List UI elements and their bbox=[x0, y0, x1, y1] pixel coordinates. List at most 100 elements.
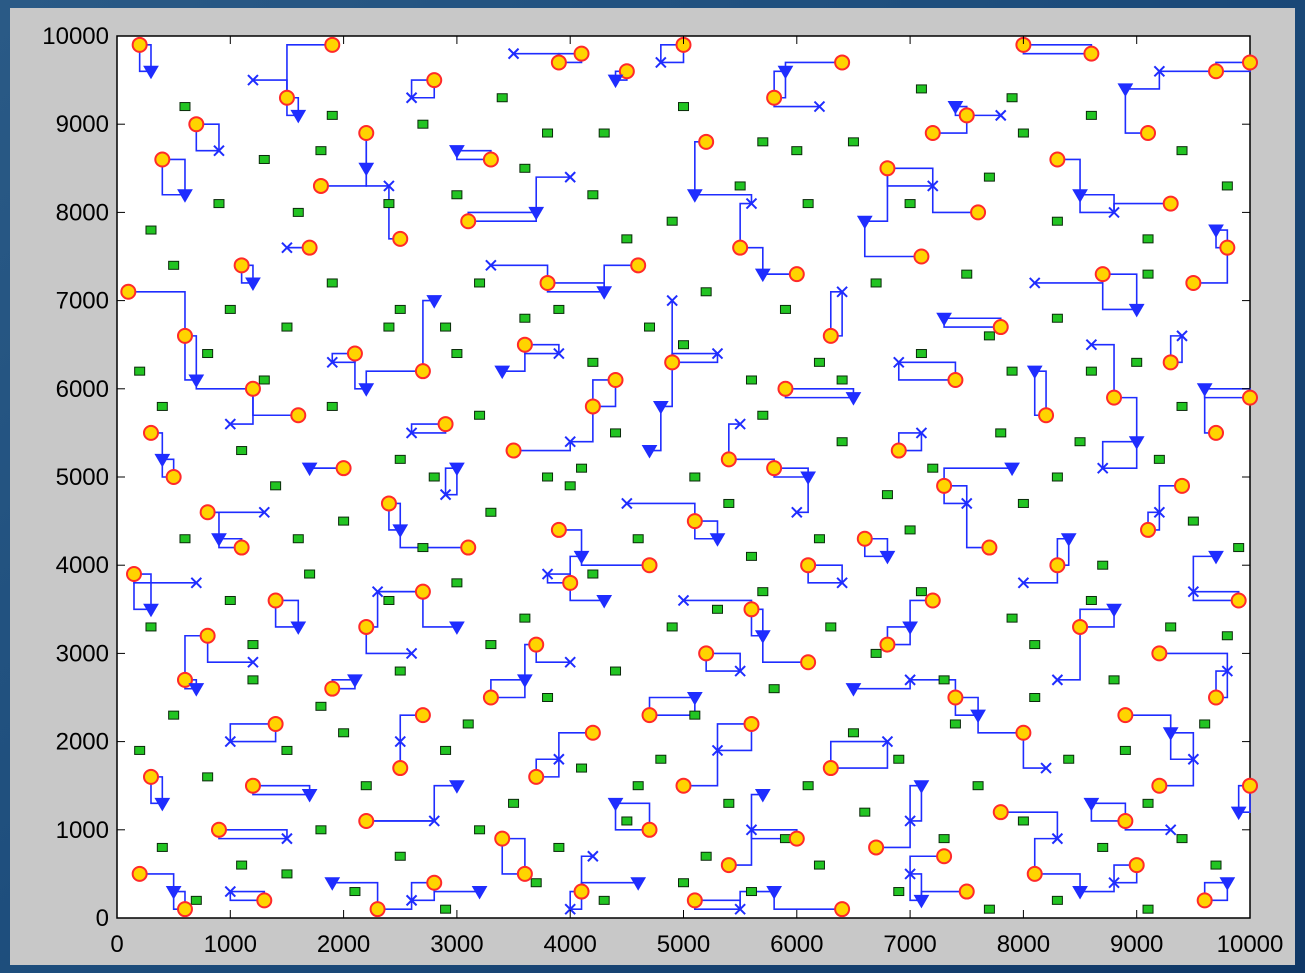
x-marker bbox=[1187, 585, 1200, 598]
node-marker bbox=[732, 239, 749, 256]
obstacle-marker bbox=[825, 622, 837, 632]
node-marker bbox=[199, 504, 216, 521]
link-segment bbox=[1192, 555, 1217, 592]
node-marker bbox=[550, 521, 567, 538]
obstacle-marker bbox=[723, 798, 735, 808]
obstacle-marker bbox=[281, 869, 293, 879]
obstacle-marker bbox=[1017, 498, 1029, 508]
obstacle-marker bbox=[893, 887, 905, 897]
obstacle-marker bbox=[360, 781, 372, 791]
triangle-marker bbox=[528, 206, 545, 221]
node-marker bbox=[392, 230, 409, 247]
node-marker bbox=[777, 380, 794, 397]
node-marker bbox=[125, 566, 142, 583]
obstacle-marker bbox=[836, 375, 848, 385]
x-marker bbox=[281, 832, 293, 845]
x-tick-label: 10000 bbox=[1217, 931, 1284, 958]
triangle-marker bbox=[1083, 797, 1100, 812]
obstacle-marker bbox=[202, 349, 214, 359]
x-marker bbox=[734, 418, 746, 430]
node-marker bbox=[414, 707, 431, 724]
node-marker bbox=[324, 36, 341, 53]
x-tick-label: 3000 bbox=[430, 931, 483, 958]
link-segment bbox=[1080, 882, 1115, 893]
triangle-marker bbox=[607, 74, 624, 89]
triangle-marker bbox=[902, 621, 918, 635]
triangle-marker bbox=[754, 268, 771, 283]
obstacle-marker bbox=[666, 216, 678, 226]
obstacle-marker bbox=[292, 207, 304, 217]
x-marker bbox=[1097, 462, 1109, 474]
node-marker bbox=[641, 707, 658, 724]
obstacle-marker bbox=[440, 322, 452, 332]
obstacle-marker bbox=[474, 825, 486, 835]
node-marker bbox=[924, 125, 941, 142]
node-marker bbox=[788, 830, 805, 847]
triangle-marker bbox=[607, 797, 624, 812]
link-segment bbox=[128, 290, 186, 336]
x-marker bbox=[439, 488, 452, 501]
obstacle-marker bbox=[700, 287, 712, 297]
obstacle-marker bbox=[745, 887, 757, 897]
node-marker bbox=[1072, 618, 1089, 635]
node-marker bbox=[800, 654, 817, 671]
obstacle-marker bbox=[915, 84, 927, 94]
node-marker bbox=[244, 380, 261, 397]
obstacle-marker bbox=[972, 781, 984, 791]
node-marker bbox=[1140, 521, 1157, 538]
x-marker bbox=[813, 100, 826, 113]
node-marker bbox=[414, 363, 431, 380]
node-marker bbox=[142, 768, 159, 785]
node-marker bbox=[516, 865, 533, 882]
triangle-marker bbox=[970, 709, 986, 724]
obstacle-marker bbox=[519, 313, 531, 323]
obstacle-marker bbox=[553, 304, 565, 314]
obstacle-marker bbox=[326, 278, 338, 288]
triangle-marker bbox=[449, 621, 465, 635]
triangle-marker bbox=[686, 189, 703, 203]
node-marker bbox=[176, 901, 193, 918]
y-tick-label: 3000 bbox=[56, 640, 109, 667]
obstacle-marker bbox=[1017, 128, 1029, 138]
node-marker bbox=[1208, 424, 1225, 441]
x-marker bbox=[711, 347, 724, 360]
obstacle-marker bbox=[587, 357, 599, 367]
x-marker bbox=[383, 180, 395, 192]
x-marker bbox=[564, 903, 576, 915]
triangle-marker bbox=[596, 594, 613, 609]
triangle-marker bbox=[1072, 886, 1088, 900]
obstacle-marker bbox=[1153, 454, 1165, 464]
x-marker bbox=[927, 180, 939, 192]
node-marker bbox=[176, 671, 193, 688]
x-marker bbox=[1221, 665, 1234, 677]
x-tick-label: 9000 bbox=[1110, 931, 1163, 958]
node-marker bbox=[131, 36, 148, 53]
obstacle-marker bbox=[542, 693, 554, 702]
x-marker bbox=[224, 418, 237, 430]
obstacle-marker bbox=[236, 446, 248, 456]
node-marker bbox=[618, 63, 635, 80]
obstacle-marker bbox=[859, 807, 871, 817]
obstacle-marker bbox=[179, 534, 191, 544]
node-marker bbox=[834, 901, 851, 918]
obstacle-marker bbox=[745, 375, 757, 385]
x-marker bbox=[405, 894, 418, 907]
obstacle-marker bbox=[1085, 110, 1097, 120]
obstacle-marker bbox=[270, 481, 282, 491]
x-marker bbox=[1108, 206, 1120, 219]
triangle-marker bbox=[630, 877, 647, 891]
x-tick-label: 0 bbox=[110, 931, 123, 958]
node-marker bbox=[584, 724, 601, 741]
x-marker bbox=[1040, 762, 1052, 774]
obstacle-marker bbox=[1176, 401, 1188, 411]
node-marker bbox=[970, 204, 987, 221]
node-marker bbox=[290, 407, 307, 424]
node-marker bbox=[154, 151, 171, 168]
link-segment bbox=[332, 881, 379, 910]
link-segment bbox=[139, 873, 175, 892]
link-segment bbox=[445, 468, 458, 496]
node-marker bbox=[890, 442, 907, 459]
node-marker bbox=[981, 539, 998, 556]
link-segment bbox=[863, 221, 922, 258]
obstacle-marker bbox=[983, 172, 995, 182]
